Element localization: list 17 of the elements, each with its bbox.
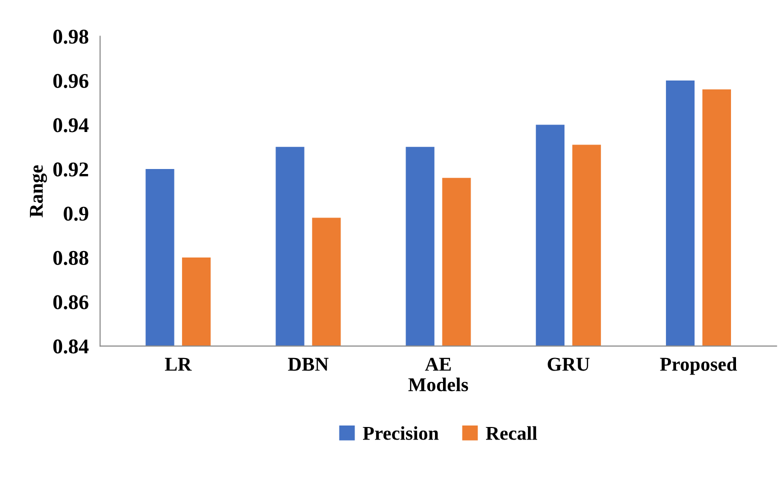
y-tick-label: 0.94: [53, 118, 89, 132]
legend-label: Recall: [486, 426, 538, 440]
x-tick-label: Proposed: [660, 357, 737, 375]
legend-label: Precision: [362, 426, 439, 440]
x-tick-label: DBN: [288, 358, 328, 371]
y-tick-label: 0.84: [53, 339, 89, 354]
y-tick-label: 0.98: [53, 30, 88, 44]
x-axis-title: Models: [408, 378, 468, 392]
y-tick-label: 0.9: [64, 206, 88, 221]
y-tick-label: 0.96: [53, 74, 88, 88]
y-tick-label: 0.92: [53, 162, 88, 177]
y-tick-label: 0.86: [53, 295, 88, 310]
y-axis-title: Range: [30, 165, 47, 218]
x-tick-label: GRU: [548, 358, 590, 371]
y-tick-label: 0.88: [53, 250, 88, 266]
x-tick-label: AE: [424, 358, 451, 371]
x-tick-label: LR: [164, 358, 192, 371]
